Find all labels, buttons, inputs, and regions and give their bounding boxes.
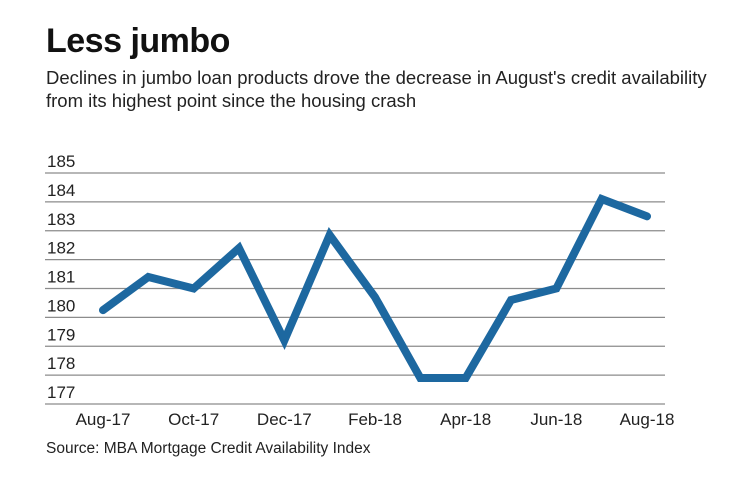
y-tick-label: 183 [47, 210, 75, 229]
x-tick-label: Aug-17 [76, 410, 131, 429]
x-tick-label: Feb-18 [348, 410, 402, 429]
y-tick-label: 185 [47, 152, 75, 171]
y-tick-label: 178 [47, 354, 75, 373]
y-tick-label: 181 [47, 268, 75, 287]
chart-title: Less jumbo [46, 22, 230, 60]
chart-subtitle: Declines in jumbo loan products drove th… [46, 67, 707, 111]
y-tick-label: 184 [47, 181, 75, 200]
x-tick-label: Oct-17 [168, 410, 219, 429]
x-tick-label: Apr-18 [440, 410, 491, 429]
y-tick-label: 177 [47, 383, 75, 402]
y-tick-label: 179 [47, 325, 75, 344]
x-tick-label: Aug-18 [620, 410, 675, 429]
chart-source: Source: MBA Mortgage Credit Availability… [46, 440, 371, 457]
x-tick-label: Dec-17 [257, 410, 312, 429]
y-tick-label: 182 [47, 239, 75, 258]
y-tick-label: 180 [47, 296, 75, 315]
x-tick-label: Jun-18 [530, 410, 582, 429]
